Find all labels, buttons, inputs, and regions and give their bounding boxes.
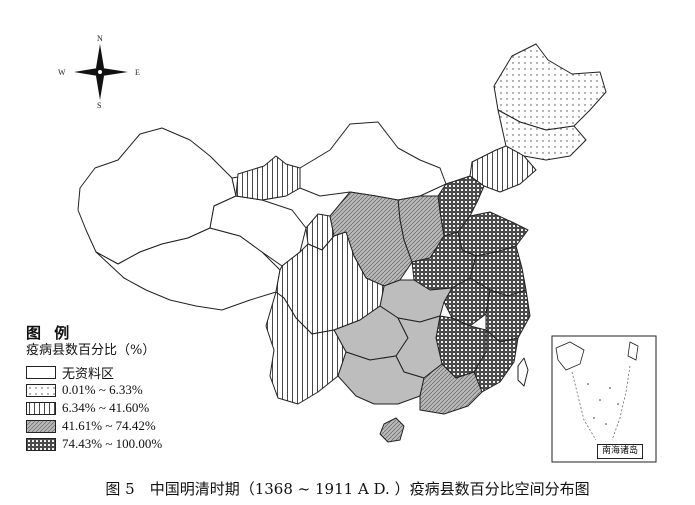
legend-label: 41.61% ~ 74.42%	[62, 418, 156, 433]
region-guangdong	[419, 363, 483, 415]
legend-item-dots: 0.01% ~ 6.33%	[26, 381, 256, 399]
region-fujian	[473, 329, 519, 393]
region-zhejiang	[485, 289, 531, 343]
compass-south: S	[97, 101, 101, 110]
legend-subtitle: 疫病县数百分比（%）	[26, 343, 156, 358]
region-hainan	[379, 417, 405, 443]
region-anhui	[443, 277, 491, 327]
inset-label: 南海诸岛	[597, 444, 643, 459]
south-china-sea-inset	[551, 335, 657, 463]
legend-label: 74.43% ~ 100.00%	[62, 436, 163, 451]
legend-label: 6.34% ~ 41.60%	[62, 400, 150, 415]
legend-swatch-empty	[26, 365, 56, 379]
region-yunnan	[265, 291, 347, 405]
legend-label: 无资料区	[62, 365, 115, 381]
legend-swatch-vertical-lines	[26, 401, 56, 415]
legend-swatch-grid	[26, 437, 56, 451]
legend-item-grid: 74.43% ~ 100.00%	[26, 435, 256, 453]
legend-item-vertical-lines: 6.34% ~ 41.60%	[26, 399, 256, 417]
legend-item-hatch: 41.61% ~ 74.42%	[26, 417, 256, 435]
compass-west: W	[58, 68, 66, 77]
legend-item-no-data: 无资料区	[26, 363, 256, 381]
compass-north: N	[97, 34, 103, 43]
legend-label: 0.01% ~ 6.33%	[62, 382, 143, 397]
region-taiwan	[517, 357, 529, 387]
legend-swatch-hatch	[26, 419, 56, 433]
map-legend: 图 例 疫病县数百分比（%） 无资料区 0.01% ~ 6.33% 6.34% …	[26, 324, 256, 453]
compass-east: E	[135, 68, 140, 77]
legend-title: 图 例	[26, 324, 74, 342]
figure-caption: 图 5 中国明清时期（1368 ~ 1911 A D. ）疫病县数百分比空间分布…	[105, 480, 590, 498]
compass-rose: N S E W	[58, 34, 140, 110]
legend-swatch-dots	[26, 383, 56, 397]
region-gansu	[235, 155, 301, 201]
region-shandong	[457, 211, 529, 257]
